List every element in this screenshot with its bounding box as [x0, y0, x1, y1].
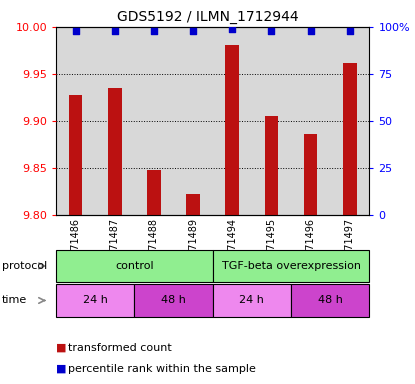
Bar — [225, 45, 239, 215]
Text: control: control — [115, 261, 154, 271]
Point — [268, 28, 275, 34]
Text: ■: ■ — [56, 343, 66, 353]
Text: 48 h: 48 h — [318, 295, 343, 306]
Text: time: time — [2, 295, 27, 306]
Text: protocol: protocol — [2, 261, 47, 271]
Point — [347, 28, 353, 34]
Bar — [343, 63, 356, 215]
Text: TGF-beta overexpression: TGF-beta overexpression — [222, 261, 361, 271]
Bar — [69, 94, 83, 215]
Bar — [265, 116, 278, 215]
Point — [190, 28, 196, 34]
Point — [151, 28, 157, 34]
Bar — [304, 134, 317, 215]
Text: 24 h: 24 h — [239, 295, 264, 306]
Text: 24 h: 24 h — [83, 295, 107, 306]
Point — [307, 28, 314, 34]
Bar — [186, 194, 200, 215]
Point — [112, 28, 118, 34]
Bar — [108, 88, 122, 215]
Text: percentile rank within the sample: percentile rank within the sample — [68, 364, 256, 374]
Text: ■: ■ — [56, 364, 66, 374]
Bar — [147, 170, 161, 215]
Text: GDS5192 / ILMN_1712944: GDS5192 / ILMN_1712944 — [117, 10, 298, 23]
Point — [72, 28, 79, 34]
Text: transformed count: transformed count — [68, 343, 172, 353]
Text: 48 h: 48 h — [161, 295, 186, 306]
Point — [229, 26, 236, 32]
